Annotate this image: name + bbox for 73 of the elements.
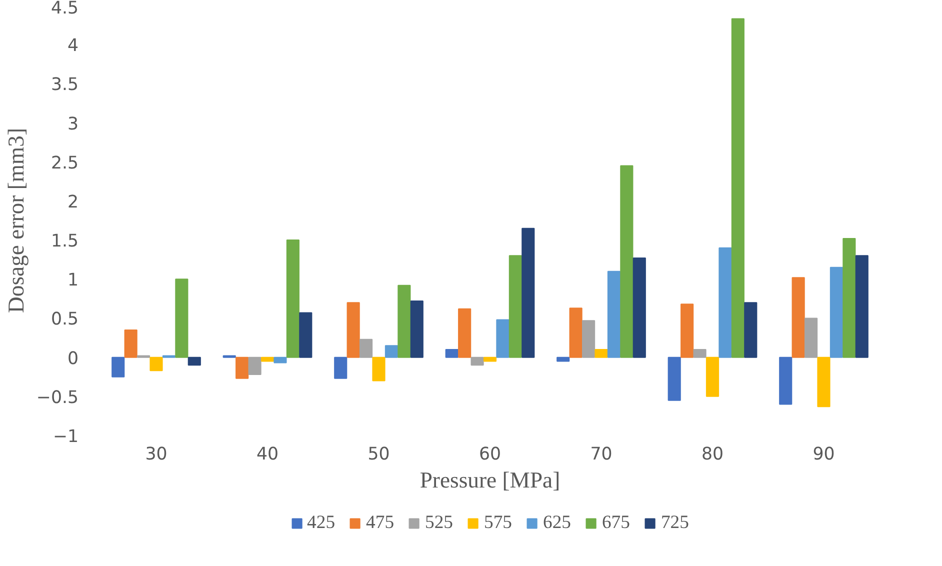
bar [842,238,856,358]
bar [804,318,818,358]
y-tick-label: 4 [67,36,79,56]
bar [445,349,458,358]
bar [372,356,386,382]
bar [569,308,582,358]
y-tick-label: 2 [67,192,79,212]
y-tick-label: 0 [67,348,79,369]
x-tick-label: 60 [478,444,502,464]
y-tick-label: 4.5 [50,0,79,18]
bar [124,329,138,358]
bar [855,255,868,358]
bar [680,304,694,358]
y-tick-label: 1.5 [50,232,79,252]
bar [496,319,510,358]
bar [175,278,188,358]
bar [274,356,287,364]
bar [236,356,249,379]
bar [483,356,497,362]
y-tick-label: 3 [67,114,79,134]
x-axis-title: Pressure [MPa] [420,468,560,492]
y-tick-label: 1 [67,270,79,291]
bar [458,308,472,358]
bar [706,356,720,397]
bar [112,356,125,378]
y-tick-label: 3.5 [50,75,79,96]
y-tick-label: −1 [52,427,79,447]
x-tick-label: 30 [145,444,168,464]
bar [384,345,398,358]
bar [286,240,300,358]
bar [582,320,596,358]
bar [150,356,163,372]
bar [830,266,844,358]
legend-label: 725 [660,512,689,534]
bar [299,312,312,358]
bar [668,356,681,401]
bar [632,258,646,358]
x-tick-label: 50 [368,444,390,464]
bar [607,270,621,358]
bar [248,356,262,376]
bar [410,300,424,358]
bar [792,277,805,358]
y-tick-label: 2.5 [50,153,79,174]
legend-label: 475 [366,512,394,534]
bar [508,255,522,358]
bar [522,228,535,358]
bar [817,356,830,408]
bar [731,18,744,358]
bar [556,356,570,362]
bar [188,356,201,366]
legend-label: 575 [484,512,512,534]
y-axis-title: Dosage error [mm3] [3,128,28,313]
legend-label: 675 [602,512,630,534]
legend-label: 425 [307,512,336,534]
bar [718,247,732,358]
bar [620,165,634,358]
bar [594,349,608,358]
x-tick-label: 40 [256,444,279,464]
y-tick-label: 0.5 [50,310,79,330]
bar [346,302,360,358]
bar [398,284,411,358]
bar [779,356,792,405]
bar [359,338,373,358]
legend-label: 625 [542,512,571,534]
x-tick-label: 80 [701,444,724,464]
x-tick-label: 70 [590,444,612,464]
bar [693,349,706,358]
bar [334,356,348,379]
bar [470,356,484,366]
bar [744,302,758,358]
legend-label: 525 [425,512,454,534]
x-tick-label: 90 [812,444,835,464]
y-tick-label: −0.5 [36,388,78,408]
